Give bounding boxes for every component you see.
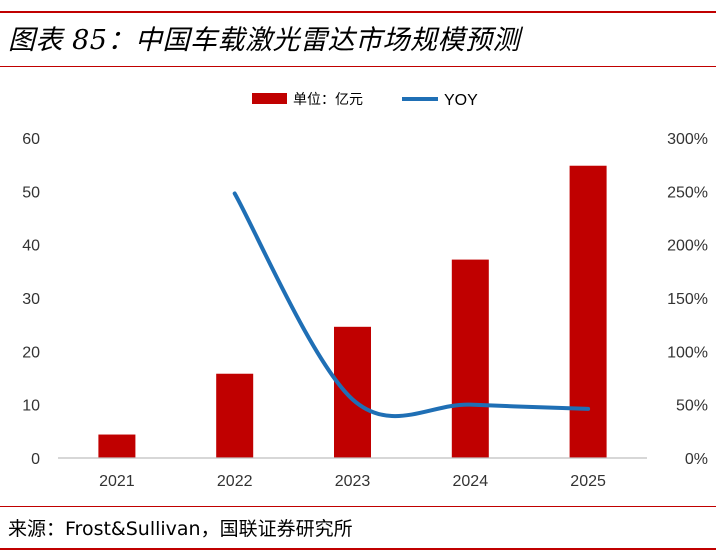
right-axis-tick-label: 100% xyxy=(667,344,708,361)
bar-2022 xyxy=(216,373,254,458)
left-axis-tick-label: 0 xyxy=(31,451,40,468)
yoy-line xyxy=(232,191,591,419)
figure-title: 图表 85：中国车载激光雷达市场规模预测 xyxy=(8,25,520,56)
top-rule xyxy=(0,11,716,13)
x-axis-tick-label: 2022 xyxy=(217,473,253,490)
legend-swatch-bar xyxy=(252,93,287,104)
left-axis-tick-label: 30 xyxy=(22,291,40,308)
x-axis-tick-label: 2025 xyxy=(570,473,606,490)
right-axis-tick-label: 150% xyxy=(667,291,708,308)
left-axis-tick-label: 20 xyxy=(22,344,40,361)
bar-2024 xyxy=(451,259,489,458)
left-axis-tick-label: 50 xyxy=(22,184,40,201)
right-axis-tick-label: 50% xyxy=(676,398,708,415)
legend-label-bar: 单位：亿元 xyxy=(293,92,363,108)
right-axis-tick-label: 250% xyxy=(667,184,708,201)
bar-2021 xyxy=(98,434,136,458)
right-axis-tick-label: 0% xyxy=(685,451,708,468)
x-axis-tick-label: 2021 xyxy=(99,473,135,490)
right-axis-tick-label: 200% xyxy=(667,238,708,255)
lidar-market-chart: 0 10 20 30 40 50 60 0% 50% 100% 150% 200% 250% 300% 20… xyxy=(22,92,708,490)
left-axis-tick-label: 60 xyxy=(22,131,40,148)
right-axis-tick-label: 300% xyxy=(667,131,708,148)
bottom-rule xyxy=(0,548,716,550)
left-axis-tick-label: 40 xyxy=(22,238,40,255)
x-axis-tick-label: 2024 xyxy=(453,473,489,490)
title-rule xyxy=(0,66,716,67)
source-rule xyxy=(0,506,716,507)
legend-label-line: YOY xyxy=(444,92,478,109)
bar-2025 xyxy=(569,165,607,458)
source-note: 来源：Frost&Sullivan，国联证券研究所 xyxy=(8,518,353,540)
bar-2023 xyxy=(334,326,371,458)
left-axis-tick-label: 10 xyxy=(22,398,40,415)
x-axis-tick-label: 2023 xyxy=(335,473,371,490)
